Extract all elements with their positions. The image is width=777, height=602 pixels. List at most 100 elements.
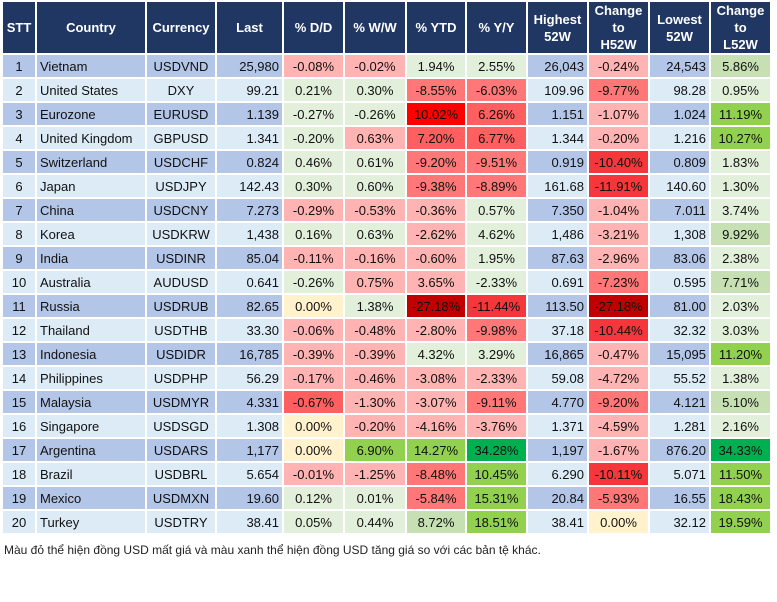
cell-last: 0.824: [215, 149, 284, 175]
cell-last: 33.30: [215, 317, 284, 343]
cell-ww: -0.48%: [343, 317, 407, 343]
cell-low: 24,543: [648, 53, 711, 79]
table-row: 10 Australia AUDUSD 0.641 -0.26% 0.75% 3.65% -2…: [1, 269, 772, 295]
cell-chl: 2.03%: [709, 293, 772, 319]
cell-chl: 9.92%: [709, 221, 772, 247]
cell-country: Singapore: [35, 413, 147, 439]
cell-chl: 1.30%: [709, 173, 772, 199]
cell-dd: 0.16%: [282, 221, 345, 247]
cell-last: 56.29: [215, 365, 284, 391]
cell-stt: 13: [1, 341, 37, 367]
column-header[interactable]: Last: [215, 0, 284, 55]
cell-dd: 0.00%: [282, 293, 345, 319]
cell-country: Vietnam: [35, 53, 147, 79]
cell-ww: 0.61%: [343, 149, 407, 175]
table-row: 9 India USDINR 85.04 -0.11% -0.16% -0.60% 1.95%…: [1, 245, 772, 271]
cell-low: 32.12: [648, 509, 711, 535]
cell-ytd: -3.08%: [405, 365, 467, 391]
cell-low: 5.071: [648, 461, 711, 487]
column-header[interactable]: Country: [35, 0, 147, 55]
cell-chh: -4.72%: [587, 365, 650, 391]
cell-currency: GBPUSD: [145, 125, 217, 151]
column-header[interactable]: Highest 52W: [526, 0, 589, 55]
cell-yy: 6.77%: [465, 125, 528, 151]
cell-last: 7.273: [215, 197, 284, 223]
column-header[interactable]: STT: [1, 0, 37, 55]
cell-ytd: -3.07%: [405, 389, 467, 415]
cell-dd: -0.11%: [282, 245, 345, 271]
cell-high: 7.350: [526, 197, 589, 223]
table-row: 19 Mexico USDMXN 19.60 0.12% 0.01% -5.84% 15.31…: [1, 485, 772, 511]
table-row: 4 United Kingdom GBPUSD 1.341 -0.20% 0.63% 7.2…: [1, 125, 772, 151]
cell-yy: 34.28%: [465, 437, 528, 463]
cell-chl: 3.03%: [709, 317, 772, 343]
cell-chh: -0.47%: [587, 341, 650, 367]
cell-ytd: 3.65%: [405, 269, 467, 295]
cell-stt: 20: [1, 509, 37, 535]
table-row: 8 Korea USDKRW 1,438 0.16% 0.63% -2.62% 4.62% 1,…: [1, 221, 772, 247]
column-header[interactable]: % YTD: [405, 0, 467, 55]
cell-stt: 3: [1, 101, 37, 127]
cell-chl: 7.71%: [709, 269, 772, 295]
cell-dd: 0.30%: [282, 173, 345, 199]
cell-dd: -0.26%: [282, 269, 345, 295]
cell-ytd: -4.16%: [405, 413, 467, 439]
cell-chh: -0.24%: [587, 53, 650, 79]
cell-country: Turkey: [35, 509, 147, 535]
cell-ytd: 1.94%: [405, 53, 467, 79]
cell-country: Mexico: [35, 485, 147, 511]
cell-stt: 16: [1, 413, 37, 439]
cell-ytd: -8.48%: [405, 461, 467, 487]
cell-ww: 0.44%: [343, 509, 407, 535]
cell-ytd: -2.62%: [405, 221, 467, 247]
column-header[interactable]: % D/D: [282, 0, 345, 55]
cell-currency: USDARS: [145, 437, 217, 463]
cell-last: 25,980: [215, 53, 284, 79]
cell-high: 113.50: [526, 293, 589, 319]
cell-ww: 0.63%: [343, 125, 407, 151]
table-row: 18 Brazil USDBRL 5.654 -0.01% -1.25% -8.48% 10.…: [1, 461, 772, 487]
cell-chl: 11.19%: [709, 101, 772, 127]
column-header[interactable]: % Y/Y: [465, 0, 528, 55]
cell-country: Philippines: [35, 365, 147, 391]
cell-chl: 10.27%: [709, 125, 772, 151]
cell-dd: -0.29%: [282, 197, 345, 223]
cell-low: 55.52: [648, 365, 711, 391]
cell-last: 38.41: [215, 509, 284, 535]
cell-stt: 5: [1, 149, 37, 175]
cell-high: 59.08: [526, 365, 589, 391]
cell-ww: -0.02%: [343, 53, 407, 79]
cell-chl: 5.86%: [709, 53, 772, 79]
column-header[interactable]: Change to H52W: [587, 0, 650, 55]
cell-ytd: 7.20%: [405, 125, 467, 151]
cell-country: Russia: [35, 293, 147, 319]
column-header[interactable]: % W/W: [343, 0, 407, 55]
cell-low: 32.32: [648, 317, 711, 343]
cell-country: Korea: [35, 221, 147, 247]
table-row: 14 Philippines USDPHP 56.29 -0.17% -0.46% -3.0…: [1, 365, 772, 391]
cell-last: 16,785: [215, 341, 284, 367]
cell-stt: 19: [1, 485, 37, 511]
cell-high: 26,043: [526, 53, 589, 79]
cell-yy: 0.57%: [465, 197, 528, 223]
cell-dd: -0.39%: [282, 341, 345, 367]
cell-stt: 18: [1, 461, 37, 487]
cell-country: Japan: [35, 173, 147, 199]
cell-dd: 0.12%: [282, 485, 345, 511]
cell-ww: 0.30%: [343, 77, 407, 103]
cell-stt: 2: [1, 77, 37, 103]
cell-country: Brazil: [35, 461, 147, 487]
column-header[interactable]: Lowest 52W: [648, 0, 711, 55]
cell-yy: 2.55%: [465, 53, 528, 79]
cell-yy: 3.29%: [465, 341, 528, 367]
cell-last: 99.21: [215, 77, 284, 103]
column-header[interactable]: Change to L52W: [709, 0, 772, 55]
cell-ytd: -5.84%: [405, 485, 467, 511]
cell-dd: -0.08%: [282, 53, 345, 79]
cell-yy: 6.26%: [465, 101, 528, 127]
cell-currency: USDKRW: [145, 221, 217, 247]
cell-dd: -0.27%: [282, 101, 345, 127]
table-row: 12 Thailand USDTHB 33.30 -0.06% -0.48% -2.80% -…: [1, 317, 772, 343]
cell-yy: -9.11%: [465, 389, 528, 415]
column-header[interactable]: Currency: [145, 0, 217, 55]
